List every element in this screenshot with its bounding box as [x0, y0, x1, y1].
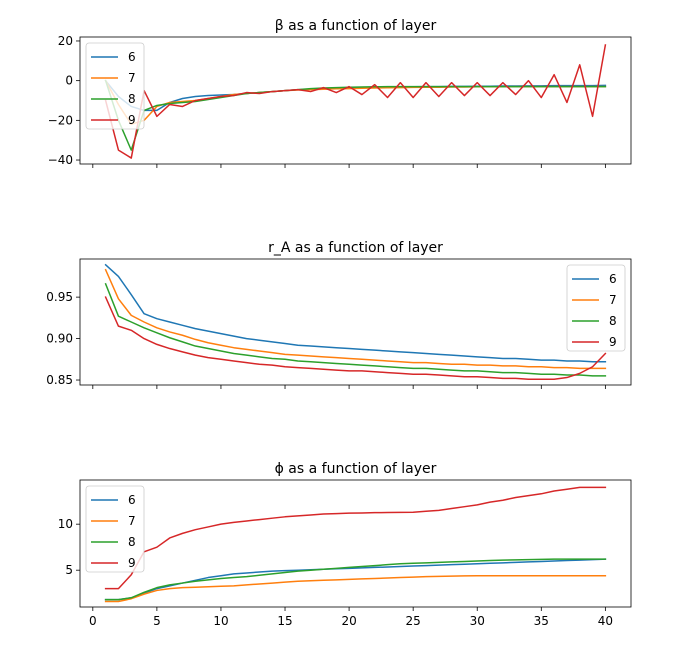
- axes-frame: [79, 258, 632, 386]
- legend: 6 7 8 9: [85, 485, 145, 573]
- y-tick-label: 0.90: [46, 332, 73, 346]
- legend: 6 7 8 9: [85, 42, 145, 130]
- x-tick-label: 5: [153, 614, 161, 628]
- series-line-9: [104, 486, 607, 590]
- series-line-9: [104, 296, 607, 380]
- legend-label-9: 9: [128, 113, 136, 127]
- x-tick-label: 15: [277, 614, 292, 628]
- legend-label-8: 8: [128, 535, 136, 549]
- chart-panel-2: r_A as a function of layer 0.85 0.90 0.95 6 7…: [46, 240, 632, 389]
- series-group: [104, 263, 607, 380]
- y-tick-label: −40: [48, 153, 73, 167]
- y-tick-label: 20: [58, 34, 73, 48]
- x-tick-label: 20: [341, 614, 356, 628]
- legend-box: [85, 42, 145, 130]
- legend-label-7: 7: [609, 293, 617, 307]
- legend-label-6: 6: [609, 272, 617, 286]
- x-tick-label: 30: [470, 614, 485, 628]
- series-group: [104, 486, 607, 603]
- chart-title: ϕ as a function of layer: [275, 461, 437, 477]
- legend-label-8: 8: [128, 92, 136, 106]
- x-tick-label: 40: [598, 614, 613, 628]
- series-line-8: [104, 558, 607, 601]
- x-tick-label: 10: [213, 614, 228, 628]
- y-tick-label: −20: [48, 113, 73, 127]
- series-line-9: [104, 44, 607, 159]
- legend-box: [566, 264, 626, 352]
- legend-label-9: 9: [128, 556, 136, 570]
- x-tick-label: 35: [534, 614, 549, 628]
- series-line-6: [104, 263, 607, 363]
- legend-box: [85, 485, 145, 573]
- y-tick-label: 0.85: [46, 373, 73, 387]
- y-tick-label: 0: [65, 74, 73, 88]
- chart-title: β as a function of layer: [275, 18, 437, 34]
- chart-title: r_A as a function of layer: [268, 240, 443, 256]
- legend: 6 7 8 9: [566, 264, 626, 352]
- legend-label-7: 7: [128, 514, 136, 528]
- legend-label-6: 6: [128, 493, 136, 507]
- series-line-7: [104, 268, 607, 370]
- series-line-8: [104, 282, 607, 377]
- chart-panel-1: β as a function of layer −40 −20 0 20 6 7 8 9: [48, 18, 632, 168]
- series-group: [104, 44, 607, 159]
- legend-label-8: 8: [609, 314, 617, 328]
- x-tick-label: 0: [89, 614, 97, 628]
- axes-frame: [79, 36, 632, 165]
- axes-frame: [79, 479, 632, 608]
- chart-panel-3: ϕ as a function of layer 0 5 10 15 20 25 30 35 40…: [58, 461, 632, 628]
- legend-label-7: 7: [128, 71, 136, 85]
- legend-label-9: 9: [609, 335, 617, 349]
- series-line-7: [104, 574, 607, 603]
- y-tick-label: 0.95: [46, 290, 73, 304]
- x-tick-label: 25: [406, 614, 421, 628]
- legend-label-6: 6: [128, 50, 136, 64]
- y-tick-label: 10: [58, 517, 73, 531]
- y-tick-label: 5: [65, 563, 73, 577]
